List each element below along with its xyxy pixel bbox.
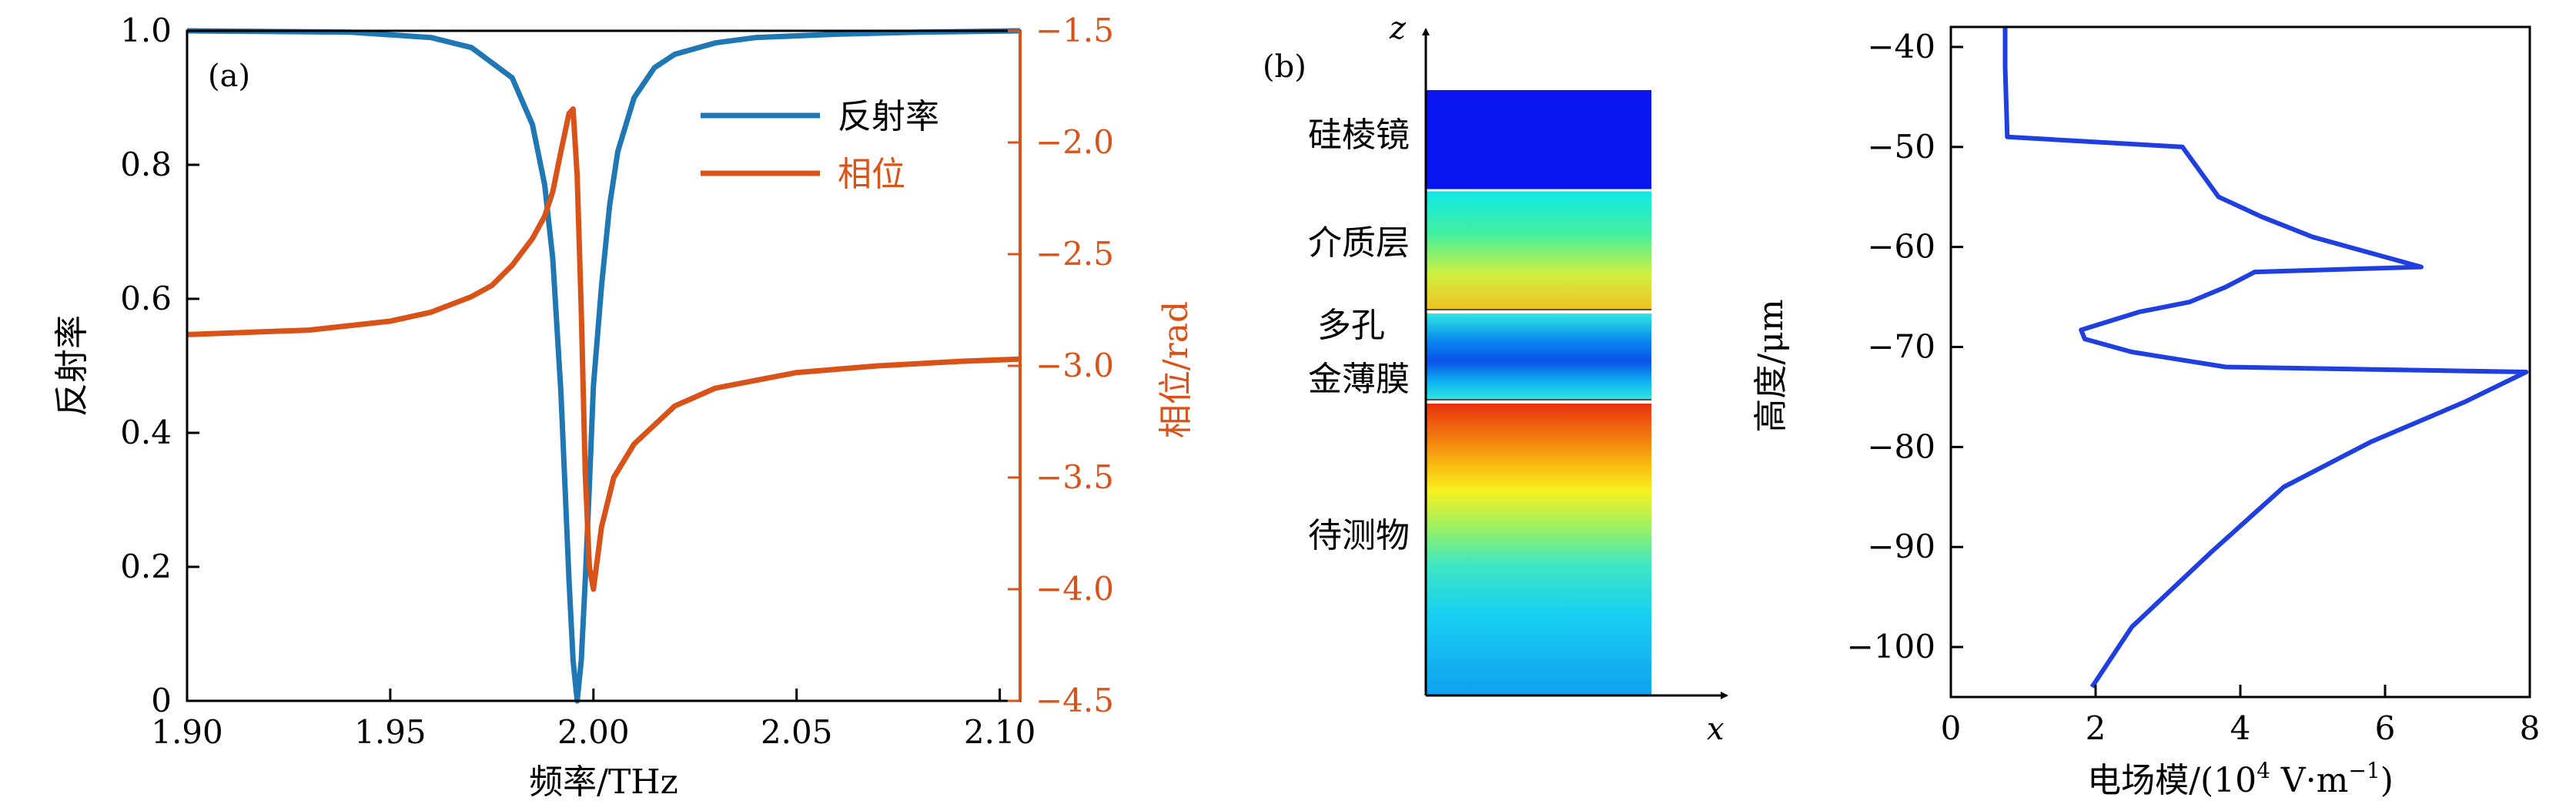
layer-label-silicon-prism: 硅棱镜 [1308,116,1410,155]
x-tick-label: 4 [2230,709,2251,747]
layer-label-analyte: 待测物 [1308,516,1410,555]
right-y-tick-label: −3.0 [1035,347,1114,384]
x-axis-label: x [1707,712,1725,747]
layer-silicon-prism [1426,90,1651,189]
left-y-tick-label: 0.8 [120,146,172,183]
right-y-tick-label: −2.0 [1035,123,1114,161]
field-profile-line [2002,27,2529,689]
panel-a-right-y-axis-label: 相位/rad [1156,301,1196,438]
x-tick-label: 1.90 [151,713,223,751]
z-axis-label: z [1389,11,1407,46]
x-tick-label: 6 [2375,709,2396,747]
y-tick-label: −60 [1867,228,1935,266]
x-label-part: ) [2380,761,2394,800]
phase-line [186,106,1021,592]
panel-a-left-y-axis-label: 反射率 [52,315,92,417]
panel-a-x-axis-label: 频率/THz [529,762,678,802]
layer-analyte [1426,404,1651,695]
y-tick-label: −40 [1867,28,1935,65]
x-label-exponent: 4 [2257,758,2270,783]
left-y-tick-label: 1.0 [120,12,172,49]
layer-porous-gold-film [1426,313,1651,400]
panel-c-y-axis-label: 高度/μm [1751,299,1791,432]
y-tick-label: −70 [1867,328,1935,366]
panel-c-plot-frame [1949,25,2531,699]
right-y-tick-label: −1.5 [1035,12,1114,49]
x-tick-label: 2.10 [964,713,1036,751]
x-tick-label: 1.95 [354,713,427,751]
panel-a-ticks: 1.90 1.95 2.00 2.05 2.10 0 0.2 0.4 0.6 0.8 1.0 −4.5… [120,12,1114,751]
panel-a-legend: 反射率 相位 [701,97,939,194]
x-label-exponent: −1 [2348,758,2380,783]
right-y-tick-label: −2.5 [1035,235,1114,273]
panel-c-series-layer [2002,27,2529,689]
x-tick-label: 2 [2086,709,2106,747]
right-y-tick-label: −3.5 [1035,458,1114,496]
panel-a-series-layer [186,28,1021,704]
panel-c-field-profile-chart: 0 2 4 6 8−40−50−60−70−80−90−100 电场模/(104 V·m… [1751,25,2541,800]
panel-a-label: (a) [208,59,250,94]
x-label-part: V·m [2270,761,2348,800]
y-tick-label: −50 [1867,128,1935,166]
layer-dielectric [1426,191,1651,310]
right-y-tick-label: −4.5 [1035,682,1114,719]
panel-c-x-axis-label: 电场模/(104 V·m−1) [2087,758,2394,800]
reflectance-line [186,28,1021,704]
panel-b-structure-diagram: (b) z x 硅棱镜 介质层 多孔 金薄膜 待测物 [1263,11,1728,747]
panel-c-ticks: 0 2 4 6 8 −40 −50 −60 −70 −80 −90 −100 [1847,28,2541,747]
left-y-tick-label: 0.6 [120,280,172,317]
x-tick-label: 8 [2520,709,2541,747]
x-tick-label: 0 [1941,709,1962,747]
x-label-part: 电场模/(10 [2087,761,2257,800]
legend-label-phase: 相位 [838,155,905,194]
x-tick-label: 2.05 [761,713,833,751]
left-y-tick-label: 0.4 [120,414,172,451]
y-tick-label: −80 [1867,427,1935,465]
legend-label-reflectance: 反射率 [838,97,939,136]
x-tick-label: 2.00 [557,713,630,751]
layer-label-porous: 多孔 [1317,306,1385,345]
layer-label-dielectric: 介质层 [1308,223,1410,263]
right-y-tick-label: −4.0 [1035,570,1114,608]
left-y-tick-label: 0.2 [120,548,172,585]
layer-label-gold-film: 金薄膜 [1308,360,1410,399]
panel-b-label: (b) [1263,49,1306,85]
left-y-tick-label: 0 [151,682,172,719]
y-tick-label: −100 [1847,628,1935,665]
y-tick-label: −90 [1867,528,1935,565]
panel-a-reflectance-phase-chart: 1.90 1.95 2.00 2.05 2.10 0 0.2 0.4 0.6 0.8 1.0 −4.5… [52,12,1196,802]
